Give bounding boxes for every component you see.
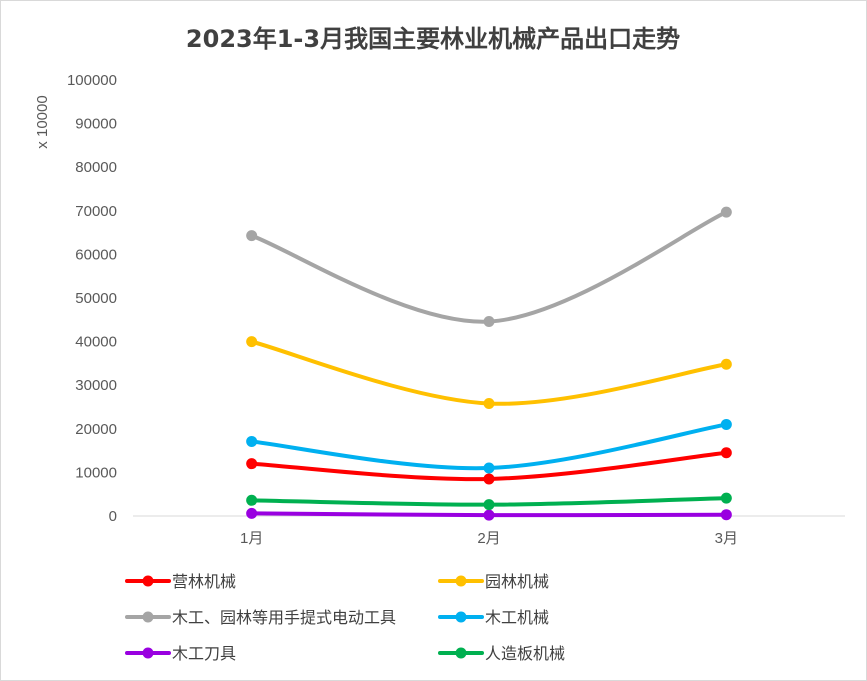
data-point bbox=[483, 316, 495, 328]
data-point bbox=[720, 206, 732, 218]
data-point bbox=[720, 492, 732, 504]
series-6 bbox=[246, 492, 732, 511]
chart-title: 2023年1-3月我国主要林业机械产品出口走势 bbox=[186, 25, 680, 53]
data-point bbox=[246, 435, 258, 447]
legend-label: 木工、园林等用手提式电动工具 bbox=[172, 608, 396, 627]
legend-point-marker bbox=[142, 647, 154, 659]
legend-item[interactable]: 木工机械 bbox=[438, 608, 549, 627]
data-point bbox=[483, 398, 495, 410]
y-tick-label: 90000 bbox=[75, 116, 117, 133]
x-tick-label: 2月 bbox=[477, 530, 500, 547]
data-point bbox=[246, 336, 258, 348]
y-tick-label: 20000 bbox=[75, 421, 117, 438]
legend-point-marker bbox=[142, 575, 154, 587]
data-point bbox=[483, 499, 495, 511]
legend-item[interactable]: 木工刀具 bbox=[125, 644, 236, 663]
legend-point-marker bbox=[455, 647, 467, 659]
y-tick-label: 100000 bbox=[67, 72, 117, 89]
x-tick-label: 3月 bbox=[715, 530, 738, 547]
series-line bbox=[249, 339, 729, 406]
x-tick-label: 1月 bbox=[240, 530, 263, 547]
legend-label: 营林机械 bbox=[172, 572, 236, 591]
series-4 bbox=[246, 418, 732, 474]
legend-point-marker bbox=[455, 611, 467, 623]
data-point bbox=[246, 507, 258, 519]
y-tick-label: 60000 bbox=[75, 246, 117, 263]
legend-label: 木工机械 bbox=[485, 608, 549, 627]
data-point bbox=[720, 418, 732, 430]
y-tick-label: 80000 bbox=[75, 159, 117, 176]
series-line bbox=[249, 210, 729, 324]
legend-item[interactable]: 营林机械 bbox=[125, 572, 236, 591]
data-point bbox=[246, 494, 258, 506]
data-point bbox=[720, 447, 732, 459]
series-1 bbox=[246, 447, 732, 485]
data-point bbox=[483, 509, 495, 521]
legend-label: 人造板机械 bbox=[485, 644, 565, 663]
data-point bbox=[246, 230, 258, 242]
series-3 bbox=[246, 206, 732, 328]
data-point bbox=[483, 473, 495, 485]
legend-item[interactable]: 园林机械 bbox=[438, 572, 549, 591]
data-point bbox=[720, 509, 732, 521]
series-5 bbox=[246, 507, 732, 521]
y-tick-label: 50000 bbox=[75, 290, 117, 307]
y-tick-label: 0 bbox=[109, 508, 117, 525]
y-tick-label: 40000 bbox=[75, 334, 117, 351]
y-axis-unit-label: x 10000 bbox=[34, 95, 51, 148]
legend-item[interactable]: 木工、园林等用手提式电动工具 bbox=[125, 608, 396, 627]
y-tick-label: 10000 bbox=[75, 464, 117, 481]
legend-label: 园林机械 bbox=[485, 572, 549, 591]
series-2 bbox=[246, 336, 732, 410]
data-point bbox=[483, 462, 495, 474]
legend-item[interactable]: 人造板机械 bbox=[438, 644, 565, 663]
y-tick-label: 30000 bbox=[75, 377, 117, 394]
y-tick-label: 70000 bbox=[75, 203, 117, 220]
data-point bbox=[720, 358, 732, 370]
data-point bbox=[246, 458, 258, 470]
legend-point-marker bbox=[455, 575, 467, 587]
legend-point-marker bbox=[142, 611, 154, 623]
legend-label: 木工刀具 bbox=[172, 644, 236, 663]
